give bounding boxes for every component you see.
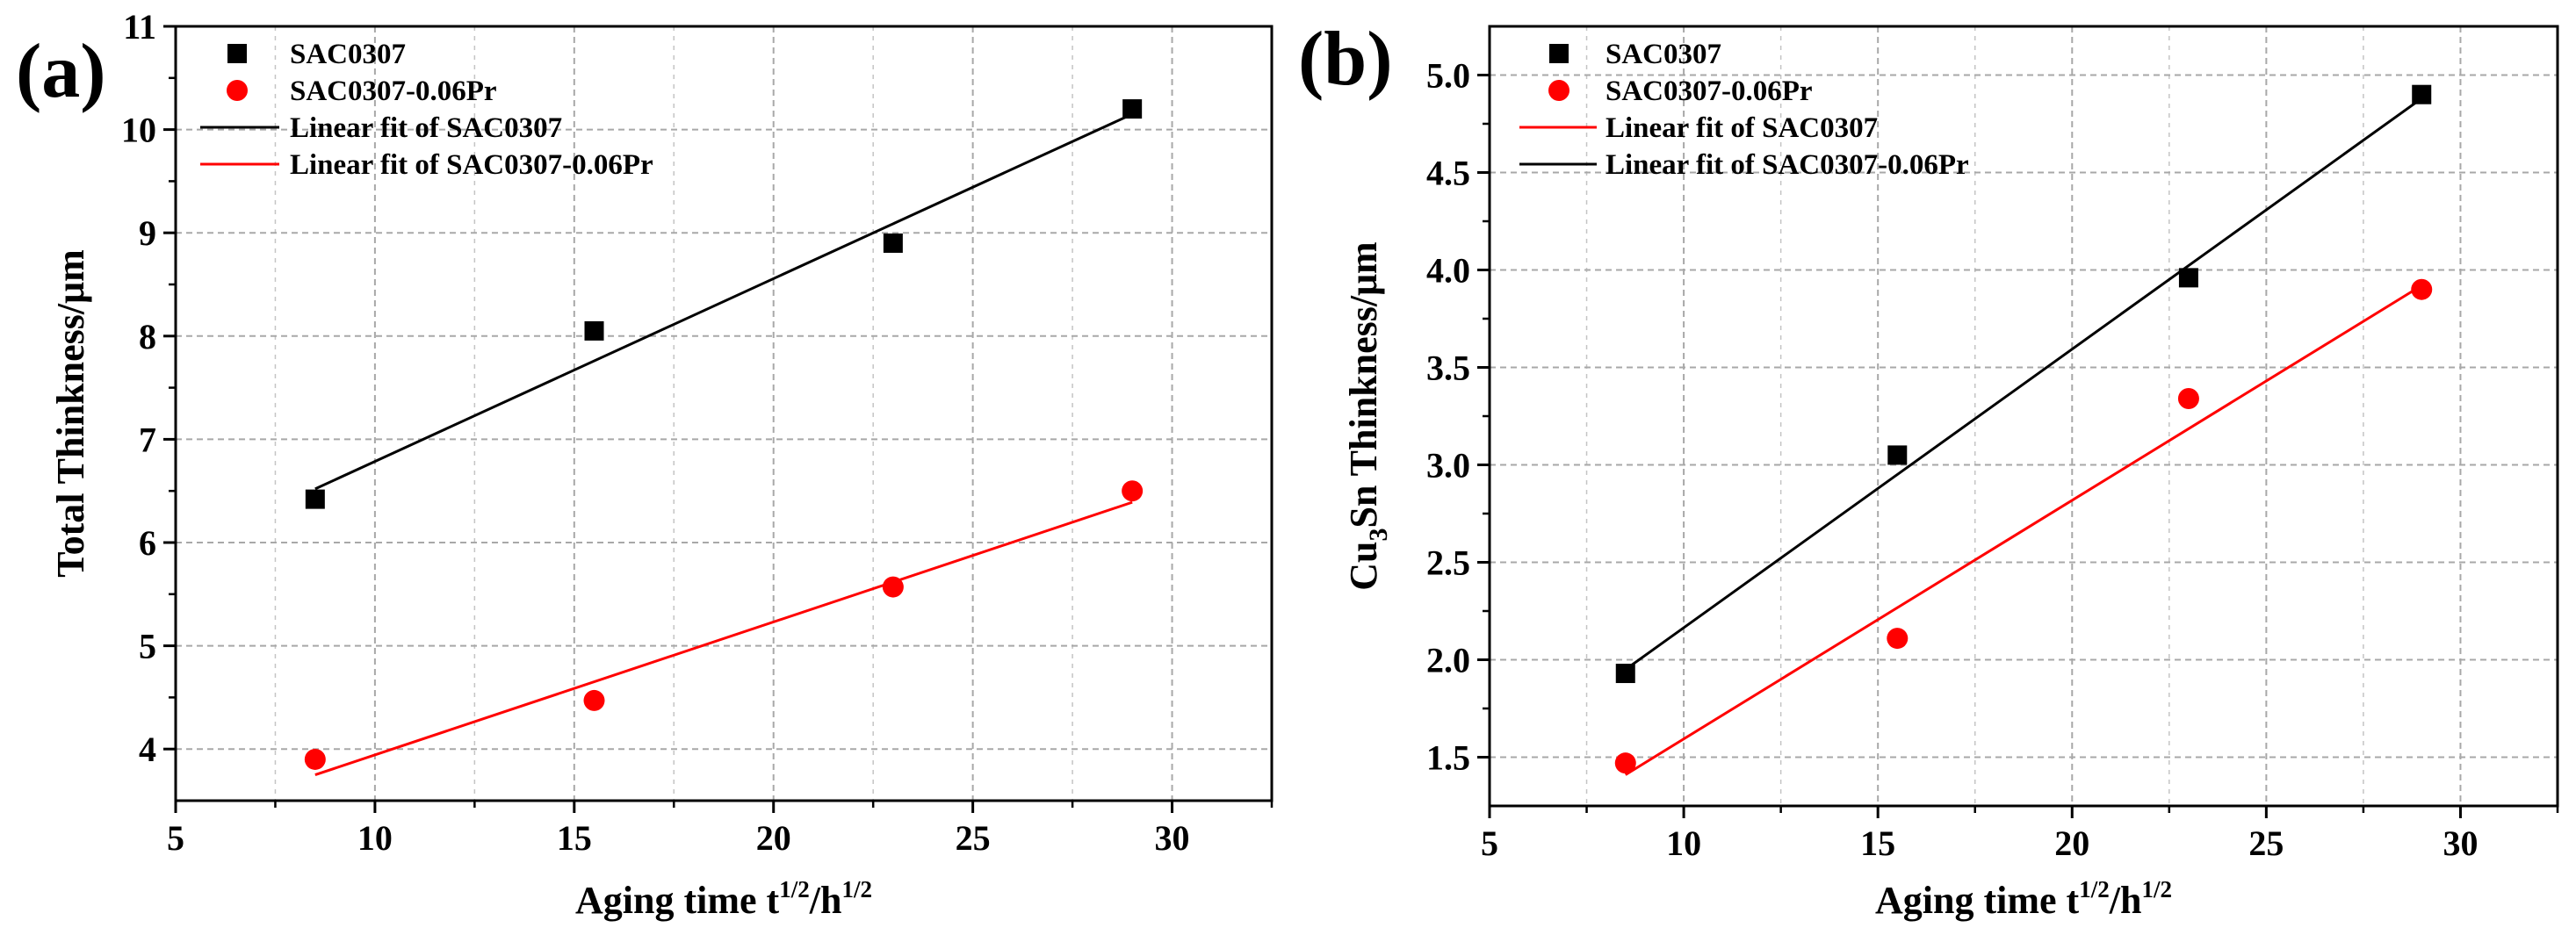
legend-marker-2 <box>227 80 248 101</box>
fit-line-2 <box>1624 97 2423 671</box>
legend: SAC0307 SAC0307-0.06Pr Linear fit of SAC03… <box>1519 39 1969 181</box>
x-tick-label: 15 <box>557 818 592 858</box>
data-point-series-2 <box>1122 480 1144 502</box>
x-axis-title-part: /h <box>2109 879 2142 922</box>
x-axis-title: Aging time t1/2/h1/2 <box>1875 876 2172 922</box>
y-axis-title: Total Thinkness/μm <box>49 249 92 577</box>
data-point-series-2 <box>1614 752 1636 774</box>
data-point-series-2 <box>304 748 326 770</box>
legend-label: SAC0307-0.06Pr <box>290 76 497 107</box>
x-tick-label: 25 <box>2248 823 2284 863</box>
data-point-series-2 <box>1887 628 1909 650</box>
x-axis-title-part: 1/2 <box>779 876 810 902</box>
y-tick-label: 4 <box>139 730 156 769</box>
data-point-series-1 <box>305 489 325 509</box>
y-axis-title-part: Cu <box>1342 541 1385 590</box>
x-tick-label: 15 <box>1860 823 1895 863</box>
x-tick-label: 30 <box>1155 818 1190 858</box>
fit-line-1 <box>314 112 1133 491</box>
y-tick-label: 5 <box>139 627 156 666</box>
y-tick-label: 2.0 <box>1426 641 1470 680</box>
x-axis-title-part: /h <box>809 879 842 922</box>
legend-label: SAC0307 <box>290 39 406 70</box>
legend-label: Linear fit of SAC0307 <box>290 112 562 144</box>
data-point-series-2 <box>2177 388 2199 410</box>
x-tick-label: 20 <box>2054 823 2089 863</box>
data-point-series-2 <box>882 576 904 598</box>
data-point-series-1 <box>2412 84 2432 104</box>
y-axis-title-part: Sn Thinkness/μm <box>1342 241 1385 528</box>
y-tick-label: 3.5 <box>1426 349 1470 388</box>
legend-label: SAC0307 <box>1605 39 1721 70</box>
y-tick-label: 9 <box>139 213 156 253</box>
x-tick-label: 10 <box>1666 823 1701 863</box>
y-tick-label: 8 <box>139 317 156 356</box>
legend-label: SAC0307-0.06Pr <box>1605 76 1813 107</box>
legend-label: Linear fit of SAC0307-0.06Pr <box>290 149 653 181</box>
legend-marker-1 <box>1549 44 1569 63</box>
x-tick-label: 10 <box>357 818 393 858</box>
legend-marker-2 <box>1548 80 1569 101</box>
data-point-series-1 <box>883 233 903 253</box>
x-tick-label: 5 <box>167 818 184 858</box>
y-tick-label: 4.0 <box>1426 251 1470 291</box>
y-tick-label: 10 <box>121 111 156 150</box>
plot-frame <box>174 25 1274 802</box>
y-tick-label: 6 <box>139 523 156 563</box>
y-tick-label: 11 <box>123 7 156 47</box>
x-axis-title-part: Aging time t <box>575 879 780 922</box>
x-tick-label: 20 <box>756 818 791 858</box>
fit-line-1 <box>1624 284 2423 776</box>
y-axis-title-part: Total Thinkness/μm <box>49 249 92 577</box>
data-point-series-2 <box>2411 278 2433 300</box>
y-axis-title: Cu3Sn Thinkness/μm <box>1342 241 1393 590</box>
y-tick-label: 2.5 <box>1426 543 1470 583</box>
y-tick-label: 7 <box>139 420 156 459</box>
data-point-series-1 <box>1122 99 1143 119</box>
data-point-series-1 <box>1615 664 1635 684</box>
legend-label: Linear fit of SAC0307 <box>1605 112 1878 144</box>
x-axis-title-part: 1/2 <box>2141 876 2172 902</box>
x-axis-title: Aging time t1/2/h1/2 <box>575 876 872 922</box>
y-tick-label: 4.5 <box>1426 154 1470 193</box>
y-tick-label: 3.0 <box>1426 446 1470 485</box>
fit-line-2 <box>314 500 1133 777</box>
grid-lines <box>1490 26 2558 806</box>
panel-label: (b) <box>1298 17 1393 102</box>
chart-panel-b: 5 10 15 20 25 30 1.5 2.0 2.5 3.0 3.5 4.0 4.5 5.0 SAC03… <box>1298 17 2559 922</box>
x-tick-label: 25 <box>956 818 991 858</box>
legend: SAC0307 SAC0307-0.06Pr Linear fit of SAC03… <box>200 39 653 181</box>
y-tick-label: 1.5 <box>1426 738 1470 778</box>
data-point-series-1 <box>1887 445 1908 465</box>
x-axis-title-part: Aging time t <box>1875 879 2080 922</box>
data-point-series-1 <box>2178 268 2198 288</box>
panel-label: (a) <box>16 29 106 114</box>
data-point-series-1 <box>584 320 604 341</box>
grid-lines <box>176 26 1272 801</box>
y-tick-label: 5.0 <box>1426 56 1470 96</box>
legend-label: Linear fit of SAC0307-0.06Pr <box>1605 149 1969 181</box>
data-point-series-2 <box>583 689 605 711</box>
y-axis-title-sub: 3 <box>1364 528 1393 541</box>
x-axis-title-part: 1/2 <box>2079 876 2110 902</box>
x-tick-label: 5 <box>1481 823 1498 863</box>
chart-panel-a: 5 10 15 20 25 30 4 5 6 7 8 9 10 11 SAC0307 SAC0307-0.06… <box>16 7 1274 922</box>
x-axis-title-part: 1/2 <box>841 876 872 902</box>
x-tick-label: 30 <box>2443 823 2478 863</box>
legend-marker-1 <box>227 44 247 63</box>
